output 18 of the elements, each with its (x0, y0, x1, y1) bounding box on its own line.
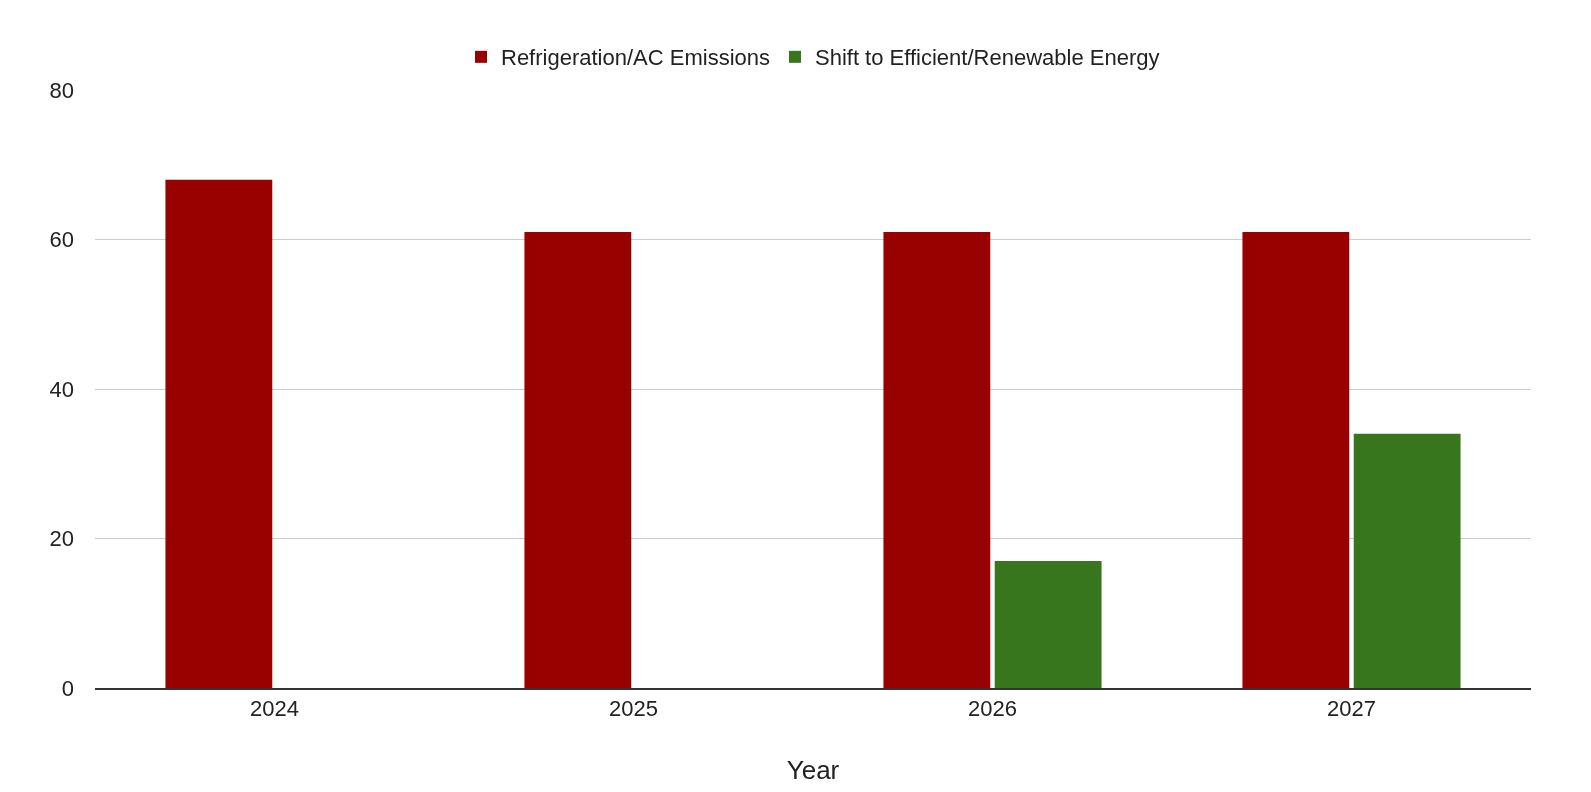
x-tick-label: 2026 (968, 696, 1017, 722)
x-tick-label: 2024 (250, 696, 299, 722)
y-tick-label: 20 (49, 526, 74, 552)
x-axis-title: Year (786, 754, 840, 785)
y-tick-label: 40 (49, 376, 74, 402)
legend-label: Refrigeration/AC Emissions (501, 45, 770, 71)
bar (994, 560, 1102, 688)
bar (524, 232, 632, 688)
y-tick-label: 0 (61, 675, 74, 701)
bar (165, 179, 273, 688)
x-tick-label: 2025 (609, 696, 658, 722)
bar (1353, 433, 1461, 688)
bar (1242, 232, 1350, 688)
y-tick-label: 80 (49, 77, 74, 103)
x-tick-label: 2027 (1327, 696, 1376, 722)
bar (883, 232, 991, 688)
y-tick-label: 60 (49, 227, 74, 253)
legend-label: Shift to Efficient/Renewable Energy (814, 45, 1160, 71)
